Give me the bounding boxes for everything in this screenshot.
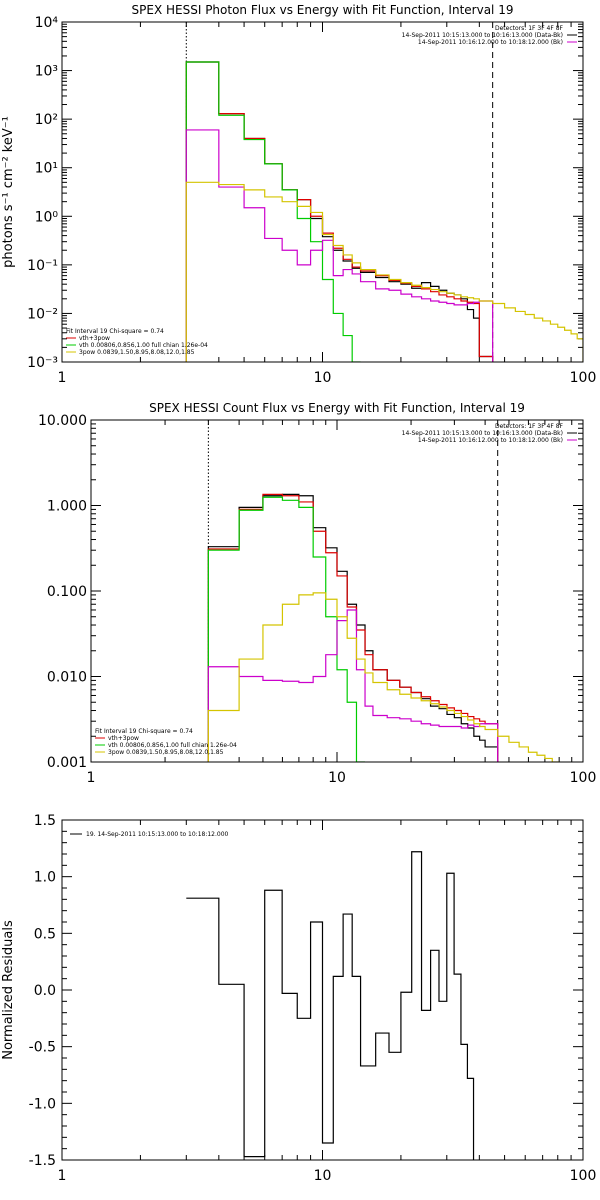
legend-entry: 3pow 0.0839,1.50,8.95,8.08,12.0,1.85 xyxy=(79,349,195,356)
y-tick-label: 10⁻³ xyxy=(27,355,58,371)
y-tick-label: 0.5 xyxy=(34,926,56,942)
y-axis-label: Normalized Residuals xyxy=(1,920,16,1060)
y-tick-label: -1.5 xyxy=(29,1153,56,1169)
plot-frame xyxy=(61,819,584,1161)
x-tick-label: 100 xyxy=(570,770,597,786)
data-series xyxy=(185,181,583,362)
y-axis: -1.5 -1.0 -0.5 0.0 0.5 1.0 1.5 xyxy=(29,813,583,1169)
residuals-plot: 1 10 100 -1.5 -1.0 -0.5 0.0 0.5 1.0 1.5 Normalized… xyxy=(1,813,596,1184)
data-series xyxy=(207,592,560,762)
data-series xyxy=(185,61,494,362)
y-tick-label: 10.000 xyxy=(38,413,87,429)
y-axis: 0.001 0.010 0.100 1.000 10.000 xyxy=(38,413,583,771)
legend-entry: Detectors: 1F 3F 4F 8F xyxy=(495,423,564,430)
data-series xyxy=(185,61,494,362)
legend-bottom-left: Fit Interval 19 Chi-square = 0.74vth+3po… xyxy=(66,328,208,356)
plot-frame xyxy=(61,21,584,363)
chart-title: SPEX HESSI Photon Flux vs Energy with Fi… xyxy=(132,3,514,17)
legend-entry: vth+3pow xyxy=(79,335,110,342)
x-tick-label: 10 xyxy=(314,1168,332,1184)
legend-entry: vth+3pow xyxy=(108,735,139,742)
legend-entry: 14-Sep-2011 10:16:12.000 to 10:18:12.000… xyxy=(418,39,563,46)
legend-entry: 3pow 0.0839,1.50,8.95,8.08,12.0,1.85 xyxy=(108,749,224,756)
legend-entry: Fit Interval 19 Chi-square = 0.74 xyxy=(95,728,193,735)
y-tick-label: 0.100 xyxy=(47,584,87,600)
y-tick-label: -1.0 xyxy=(29,1096,56,1112)
plot-frame xyxy=(90,419,584,763)
x-axis: 1 10 100 xyxy=(58,22,597,386)
y-tick-label: 0.010 xyxy=(47,670,87,686)
count-flux-plot: SPEX HESSI Count Flux vs Energy with Fit… xyxy=(38,401,596,786)
legend-top-left: 19. 14-Sep-2011 10:15:13.000 to 10:18:12… xyxy=(70,831,229,838)
y-tick-label: 10⁰ xyxy=(35,209,59,225)
legend-entry: 19. 14-Sep-2011 10:15:13.000 to 10:18:12… xyxy=(86,831,229,838)
y-tick-label: -0.5 xyxy=(29,1040,56,1056)
data-series xyxy=(186,851,475,1160)
legend-entry: vth 0.00806,0.856,1.00 full chian 1.26e-… xyxy=(79,342,208,349)
x-axis: 1 10 100 xyxy=(58,820,597,1184)
x-tick-label: 100 xyxy=(570,1168,597,1184)
series-group xyxy=(207,493,560,762)
y-axis-label: photons s⁻¹ cm⁻² keV⁻¹ xyxy=(1,116,16,268)
x-tick-label: 1 xyxy=(58,1168,67,1184)
legend-bottom-left: Fit Interval 19 Chi-square = 0.74vth+3po… xyxy=(95,728,237,756)
y-tick-label: 1.0 xyxy=(34,870,56,886)
y-tick-label: 10² xyxy=(35,112,58,128)
legend-entry: 14-Sep-2011 10:16:12.000 to 10:18:12.000… xyxy=(418,437,563,444)
data-series xyxy=(207,496,366,762)
legend-entry: 14-Sep-2011 10:15:13.000 to 10:16:13.000… xyxy=(402,430,563,437)
x-tick-label: 1 xyxy=(58,370,67,386)
x-tick-label: 1 xyxy=(87,770,96,786)
x-tick-label: 10 xyxy=(314,370,332,386)
y-tick-label: 1.000 xyxy=(47,499,87,515)
legend-entry: 14-Sep-2011 10:15:13.000 to 10:16:13.000… xyxy=(402,32,563,39)
y-tick-label: 0.0 xyxy=(34,983,56,999)
data-series xyxy=(185,61,361,362)
y-tick-label: 0.001 xyxy=(47,755,87,771)
data-series xyxy=(207,609,499,762)
photon-flux-plot: SPEX HESSI Photon Flux vs Energy with Fi… xyxy=(1,3,596,386)
legend-entry: Fit Interval 19 Chi-square = 0.74 xyxy=(66,328,164,335)
y-tick-label: 10³ xyxy=(35,64,58,80)
y-tick-label: 10⁻¹ xyxy=(27,258,58,274)
x-tick-label: 100 xyxy=(570,370,597,386)
series-group xyxy=(186,851,475,1160)
data-series xyxy=(207,493,499,762)
y-tick-label: 10⁴ xyxy=(35,15,59,31)
data-series xyxy=(207,493,499,762)
x-tick-label: 10 xyxy=(328,770,346,786)
y-axis: 10⁻³ 10⁻² 10⁻¹ 10⁰ 10¹ 10² 10³ 10⁴ xyxy=(27,15,583,371)
chart-title: SPEX HESSI Count Flux vs Energy with Fit… xyxy=(149,401,525,415)
legend-entry: vth 0.00806,0.856,1.00 full chian 1.26e-… xyxy=(108,742,237,749)
data-series xyxy=(185,129,494,362)
y-tick-label: 10⁻² xyxy=(27,306,58,322)
y-tick-label: 1.5 xyxy=(34,813,56,829)
series-group xyxy=(185,61,583,362)
legend-entry: Detectors: 1F 3F 4F 8F xyxy=(495,25,564,32)
y-tick-label: 10¹ xyxy=(35,161,58,177)
